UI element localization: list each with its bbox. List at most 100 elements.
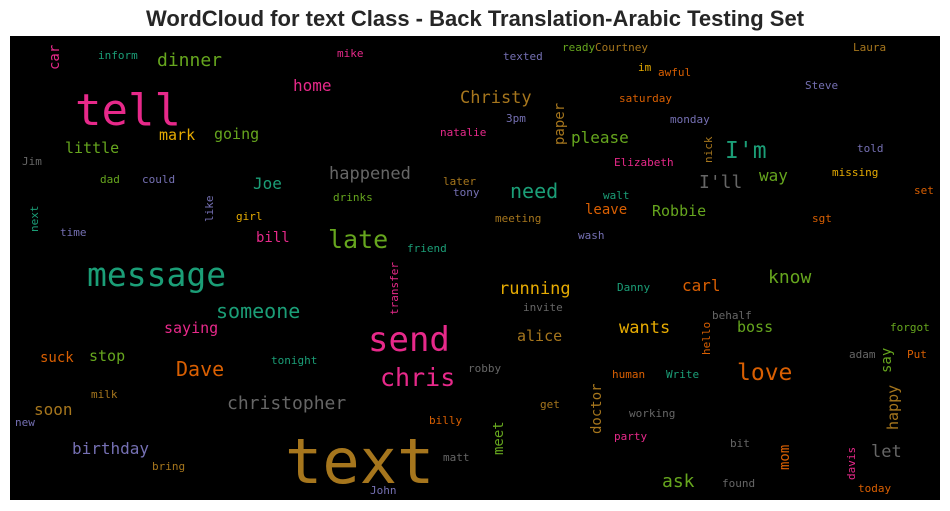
word-102: today	[858, 482, 891, 495]
word-50: Danny	[617, 281, 650, 294]
word-97: bit	[730, 437, 750, 450]
word-54: ready	[562, 41, 595, 54]
word-25: birthday	[72, 439, 149, 458]
word-26: carl	[682, 276, 721, 295]
word-23: way	[759, 166, 788, 185]
word-0: text	[285, 425, 434, 498]
word-94: new	[15, 416, 35, 429]
word-36: stop	[89, 347, 125, 365]
word-69: missing	[832, 166, 878, 179]
word-85: adam	[849, 348, 876, 361]
word-37: bill	[256, 230, 290, 246]
word-7: I'm	[725, 138, 767, 164]
word-101: found	[722, 477, 755, 490]
word-73: like	[203, 196, 216, 223]
word-66: later	[443, 175, 476, 188]
word-75: meeting	[495, 212, 541, 225]
word-91: milk	[91, 388, 118, 401]
word-29: mark	[159, 126, 195, 144]
word-19: wants	[619, 318, 670, 338]
cloud-background	[10, 36, 940, 500]
word-52: mike	[337, 47, 364, 60]
word-93: working	[629, 407, 675, 420]
word-92: get	[540, 398, 560, 411]
word-58: monday	[670, 113, 710, 126]
word-21: home	[293, 76, 332, 95]
word-10: Dave	[176, 357, 224, 381]
word-62: told	[857, 142, 884, 155]
word-3: message	[87, 255, 226, 294]
word-59: natalie	[440, 126, 486, 139]
words-layer: text tell send message late chris love I'm someo…	[15, 41, 934, 498]
word-44: car	[47, 45, 63, 70]
word-4: late	[328, 225, 388, 254]
word-70: drinks	[333, 191, 373, 204]
word-33: alice	[517, 327, 562, 345]
word-30: going	[214, 125, 259, 143]
word-90: Write	[666, 368, 699, 381]
word-86: Put	[907, 348, 927, 361]
word-88: robby	[468, 362, 501, 375]
word-22: please	[571, 128, 629, 147]
word-79: friend	[407, 242, 447, 255]
word-16: Christy	[460, 88, 532, 108]
word-11: christopher	[227, 393, 346, 414]
word-100: davis	[845, 447, 858, 480]
chart-title: WordCloud for text Class - Back Translat…	[145, 6, 805, 31]
word-24: Joe	[253, 174, 282, 193]
word-14: dinner	[157, 50, 222, 71]
word-67: tony	[453, 186, 480, 199]
word-64: dad	[100, 173, 120, 186]
word-2: send	[368, 320, 450, 360]
word-55: im	[638, 61, 652, 74]
word-49: Steve	[805, 79, 838, 92]
word-5: chris	[380, 363, 455, 392]
word-34: boss	[737, 318, 773, 336]
word-9: need	[510, 179, 558, 203]
word-31: little	[65, 139, 119, 157]
word-78: wash	[578, 229, 605, 242]
word-71: set	[914, 184, 934, 197]
word-53: texted	[503, 50, 543, 63]
word-63: Jim	[22, 155, 42, 168]
word-80: transfer	[388, 262, 401, 315]
word-98: bring	[152, 460, 185, 473]
word-1: tell	[75, 85, 181, 136]
word-82: behalf	[712, 309, 752, 322]
word-68: walt	[603, 189, 630, 202]
word-6: love	[737, 360, 792, 386]
word-77: time	[60, 226, 87, 239]
word-76: sgt	[812, 212, 832, 225]
word-84: hello	[700, 322, 713, 355]
word-12: know	[768, 267, 812, 288]
word-99: matt	[443, 451, 470, 464]
word-20: let	[871, 442, 902, 462]
word-51: inform	[98, 49, 138, 62]
word-32: Robbie	[652, 202, 706, 220]
word-35: happy	[884, 385, 902, 430]
word-95: billy	[429, 414, 462, 427]
word-46: Elizabeth	[614, 156, 674, 169]
word-61: nick	[702, 136, 715, 163]
word-38: leave	[585, 202, 627, 218]
word-89: human	[612, 368, 645, 381]
word-13: ask	[662, 471, 695, 492]
word-72: next	[28, 206, 41, 233]
word-103: John	[370, 484, 397, 497]
word-65: could	[142, 173, 175, 186]
word-8: someone	[216, 299, 300, 323]
word-17: happened	[329, 164, 411, 184]
word-74: girl	[236, 210, 263, 223]
word-15: I'll	[699, 172, 742, 193]
word-28: saying	[164, 319, 218, 337]
word-48: Laura	[853, 41, 886, 54]
word-27: soon	[34, 400, 73, 419]
word-42: mom	[777, 445, 793, 470]
word-87: tonight	[271, 354, 317, 367]
word-56: awful	[658, 66, 691, 79]
word-47: Courtney	[595, 41, 648, 54]
word-41: doctor	[589, 383, 605, 434]
word-83: forgot	[890, 321, 930, 334]
word-81: invite	[523, 301, 563, 314]
